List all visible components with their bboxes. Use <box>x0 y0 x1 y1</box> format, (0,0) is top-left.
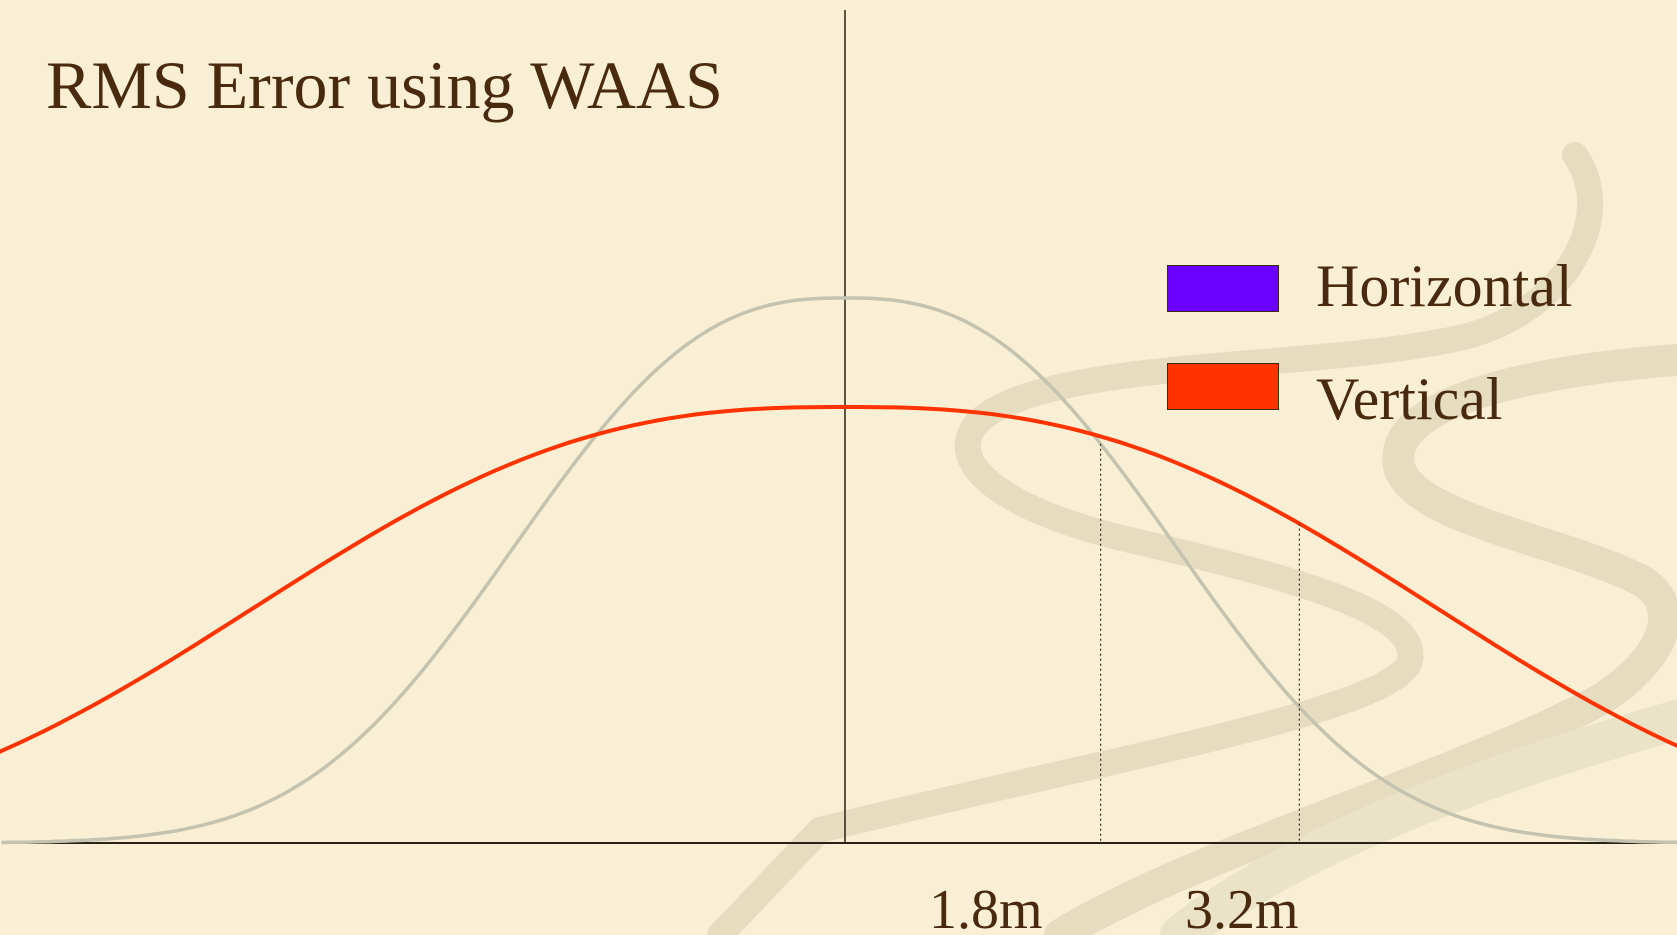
legend-label-horizontal: Horizontal <box>1316 253 1573 319</box>
legend-swatch-horizontal <box>1167 265 1279 312</box>
background-swirl <box>707 142 1677 935</box>
slide-title: RMS Error using WAAS <box>46 47 723 123</box>
x-tick-label-1-8m: 1.8m <box>929 879 1043 935</box>
x-tick-label-3-2m: 3.2m <box>1185 879 1299 935</box>
series-line-vertical <box>0 405 1677 754</box>
legend-label-vertical: Vertical <box>1316 366 1503 432</box>
series-line-horizontal <box>1 296 1677 845</box>
legend-swatch-vertical <box>1167 363 1279 410</box>
